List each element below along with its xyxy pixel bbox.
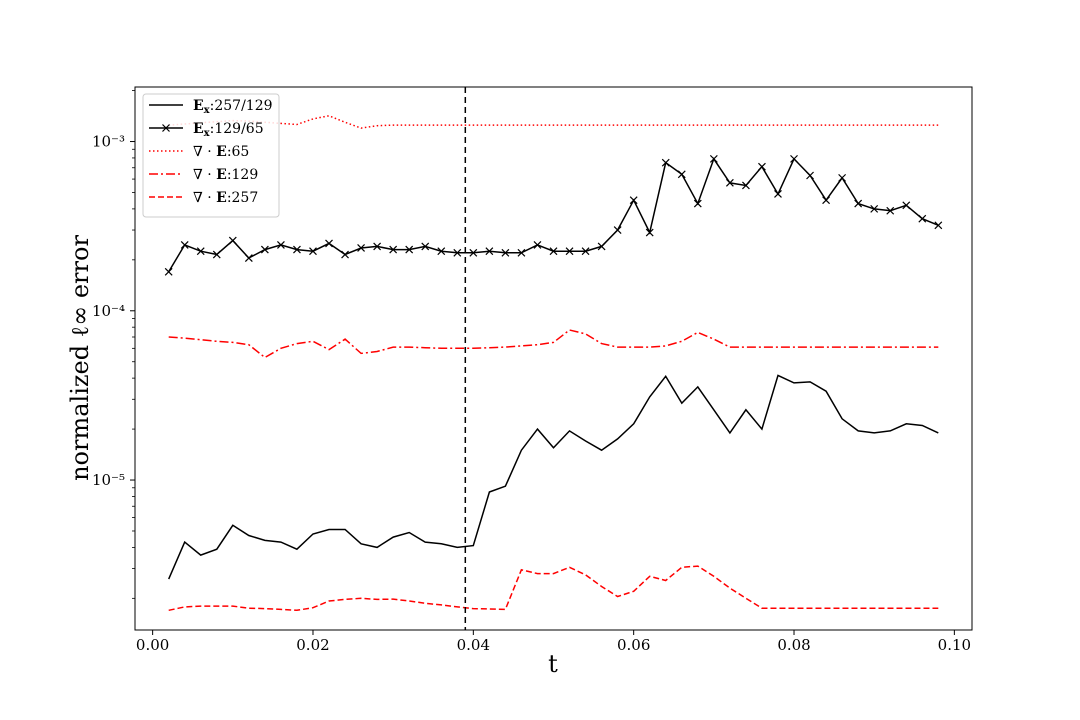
legend-box (142, 93, 280, 218)
series-1-marker (870, 204, 879, 213)
y-tick-label: 10⁻⁵ (92, 471, 125, 489)
series-layer (164, 115, 943, 612)
x-axis-label: t (548, 650, 558, 678)
series-1-marker (389, 245, 398, 254)
series-1-marker (934, 221, 943, 230)
series-1-marker (309, 247, 317, 256)
series-1-marker (565, 247, 574, 256)
series-1-marker (341, 250, 349, 259)
series-1-marker (260, 245, 269, 254)
y-axis-label: normalized ℓ∞ error (66, 235, 94, 481)
series-line-4 (168, 565, 939, 612)
series-1-marker (597, 242, 606, 251)
y-tick-label: 10⁻⁴ (92, 302, 125, 320)
series-1-marker (838, 173, 847, 182)
legend-label: ∇ · E:257 (193, 190, 258, 206)
x-tick-label: 0.02 (296, 636, 329, 654)
series-1-marker (276, 240, 285, 249)
series-1-marker (822, 196, 831, 205)
series-1-marker (902, 201, 911, 210)
series-1-marker (854, 199, 863, 208)
series-1-marker (405, 245, 414, 254)
x-tick-label: 0.08 (777, 636, 810, 654)
plot-frame (134, 86, 973, 631)
legend-entry: ∇ · E:65 (149, 144, 249, 160)
ticks-layer: 0.00 0.02 0.04 0.06 0.08 0.10 10⁻⁵ 10⁻⁴ 10⁻³ (92, 90, 971, 654)
series-1-marker (533, 240, 542, 249)
series-1-marker (806, 171, 814, 180)
series-1-marker (581, 247, 590, 256)
series-line-0 (168, 374, 939, 580)
series-1-marker (437, 247, 446, 256)
series-1-marker (244, 254, 253, 262)
series-1-marker (693, 199, 702, 208)
x-tick-label: 0.04 (457, 636, 490, 654)
series-1-marker (325, 239, 333, 248)
series-1-marker (725, 178, 734, 187)
series-1-marker (886, 206, 895, 215)
series-1-marker (421, 242, 430, 251)
legend-entry: ∇ · E:257 (149, 190, 258, 206)
x-tick-label: 0.06 (617, 636, 650, 654)
x-tick-label: 0.10 (938, 636, 971, 654)
series-1-marker (293, 245, 301, 254)
series-1-marker (758, 162, 766, 171)
legend-entry: Ex:257/129 (149, 98, 273, 116)
legend-label: Ex:257/129 (193, 98, 273, 116)
legend: Ex:257/129 Ex:129/65 ∇ · E:65 ∇ · E:129 ∇ · … (142, 93, 280, 218)
series-1-marker (918, 214, 927, 223)
series-1-marker (357, 244, 366, 252)
series-1-marker (790, 154, 798, 163)
series-1-marker (517, 248, 526, 257)
series-1-marker (453, 248, 462, 257)
series-1-marker (501, 248, 510, 257)
series-1-marker (613, 226, 622, 234)
series-line-3 (168, 329, 939, 359)
series-1-marker (180, 240, 189, 249)
series-1-marker (485, 247, 494, 256)
series-line-2 (168, 115, 939, 129)
series-1-marker (228, 236, 237, 245)
legend-entry: Ex:129/65 (149, 121, 264, 139)
series-1-marker (774, 190, 782, 198)
series-1-marker (629, 196, 638, 205)
series-1-marker (709, 154, 718, 163)
series-1-marker (645, 228, 654, 237)
y-tick-label: 10⁻³ (92, 133, 125, 151)
series-1-marker (373, 242, 382, 251)
legend-label: ∇ · E:65 (193, 144, 249, 160)
series-1-marker (741, 181, 750, 190)
series-1-marker (164, 267, 173, 276)
legend-label: ∇ · E:129 (193, 167, 258, 183)
series-1-marker (661, 158, 670, 167)
series-1-marker (677, 170, 686, 179)
series-1-marker (469, 248, 478, 257)
legend-label: Ex:129/65 (193, 121, 264, 139)
x-tick-label: 0.00 (136, 636, 169, 654)
series-1-marker (549, 247, 558, 256)
series-1-marker (212, 250, 221, 259)
legend-entry: ∇ · E:129 (149, 167, 258, 183)
series-1-marker (196, 247, 205, 256)
